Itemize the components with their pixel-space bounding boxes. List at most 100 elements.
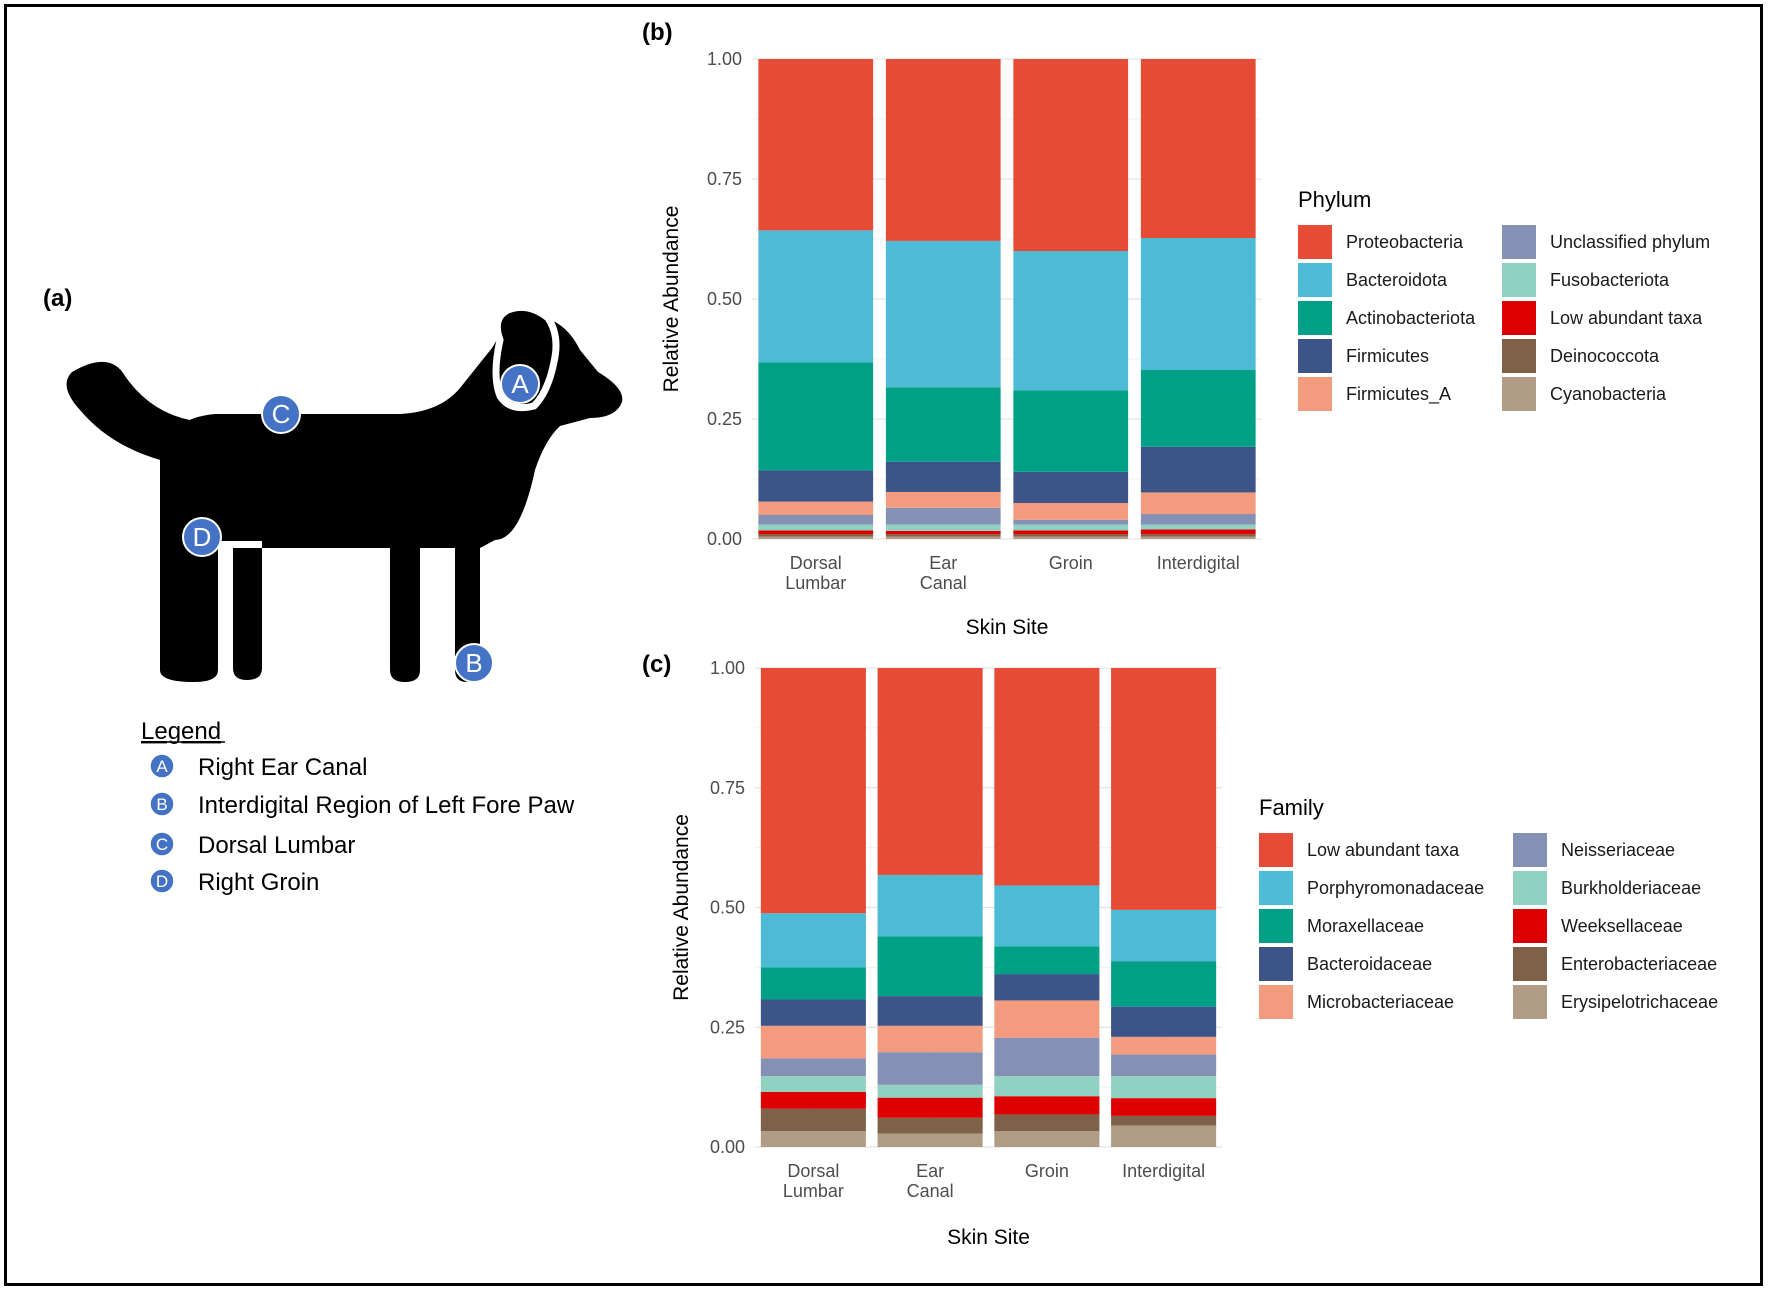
bar-segment xyxy=(1140,59,1256,239)
legend-item: Neisseriaceae xyxy=(1513,833,1675,867)
bar-segment xyxy=(994,974,1100,1001)
legend-label: Firmicutes_A xyxy=(1346,384,1451,405)
legend-swatch xyxy=(1502,263,1536,297)
dog-legend-item-d: D Right Groin xyxy=(149,868,319,896)
badge-letter: C xyxy=(272,399,291,429)
bar-segment xyxy=(877,1084,983,1098)
dog-legend-badge-letter: B xyxy=(156,795,167,814)
legend-item: Low abundant taxa xyxy=(1502,301,1703,335)
legend-swatch xyxy=(1502,377,1536,411)
bar-segment xyxy=(1111,1054,1217,1077)
bar-segment xyxy=(760,967,866,1000)
phylum-chart: 0.00 0.25 0.50 0.75 1.00 Dorsal Lumbar Ear Canal… xyxy=(660,49,1710,639)
bar-segment xyxy=(760,1091,866,1109)
y-tick-label: 1.00 xyxy=(707,49,742,69)
legend: Phylum Proteobacteria Bacteroidota Actinoba… xyxy=(1298,187,1710,411)
bar-segment xyxy=(758,515,874,525)
badge-letter: A xyxy=(511,369,529,399)
bar-segment xyxy=(885,524,1001,531)
dog-legend-badge xyxy=(149,753,175,779)
bars xyxy=(758,59,1256,539)
bar-segment xyxy=(758,230,874,363)
x-tick-label: Groin xyxy=(1025,1161,1069,1181)
bar-segment xyxy=(885,534,1001,537)
y-tick-label: 0.25 xyxy=(707,409,742,429)
x-axis-title: Skin Site xyxy=(947,1226,1030,1249)
x-tick-label: Dorsal Lumbar xyxy=(783,1161,844,1201)
legend-item: Firmicutes xyxy=(1298,339,1429,373)
legend-swatch xyxy=(1298,225,1332,259)
dog-legend-label: Dorsal Lumbar xyxy=(198,832,355,859)
legend-item: Weeksellaceae xyxy=(1513,909,1683,943)
badge-b: B xyxy=(454,643,494,683)
legend-swatch xyxy=(1259,871,1293,905)
dog-legend-label: Interdigital Region of Left Fore Paw xyxy=(198,792,575,819)
y-tick-label: 0.75 xyxy=(710,778,745,798)
bar-segment xyxy=(1111,1006,1217,1037)
legend-item: Actinobacteriota xyxy=(1298,301,1476,335)
legend-label: Erysipelotrichaceae xyxy=(1561,992,1718,1012)
bar-segment xyxy=(1140,370,1256,447)
legend-title: Phylum xyxy=(1298,187,1371,212)
badge-a: A xyxy=(500,364,540,404)
legend-item: Erysipelotrichaceae xyxy=(1513,985,1718,1019)
dog-legend-item-b: B Interdigital Region of Left Fore Paw xyxy=(149,791,575,819)
legend-label: Cyanobacteria xyxy=(1550,384,1667,404)
badge-c: C xyxy=(261,394,301,434)
bar-segment xyxy=(760,1076,866,1092)
bar-segment xyxy=(885,491,1001,508)
legend-swatch xyxy=(1259,833,1293,867)
legend-label: Bacteroidota xyxy=(1346,270,1448,290)
dog-leg-gap xyxy=(218,541,262,548)
legend-label: Low abundant taxa xyxy=(1307,840,1460,860)
bar-segment xyxy=(758,530,874,535)
bar-segment xyxy=(1013,519,1129,525)
bar-segment xyxy=(877,874,983,937)
bar-segment xyxy=(758,59,874,231)
bar-segment xyxy=(994,1076,1100,1097)
bar-segment xyxy=(1140,536,1256,539)
x-tick-label: Interdigital xyxy=(1157,553,1240,573)
badge-d: D xyxy=(182,517,222,557)
bar-segment xyxy=(1111,1125,1217,1147)
bar-segment xyxy=(1140,534,1256,537)
legend-item: Burkholderiaceae xyxy=(1513,871,1701,905)
bar-segment xyxy=(994,1000,1100,1038)
dog-legend-title: Legend xyxy=(141,718,221,745)
legend-item: Fusobacteriota xyxy=(1502,263,1670,297)
legend-item: Firmicutes_A xyxy=(1298,377,1451,411)
legend-swatch xyxy=(1298,377,1332,411)
x-tick-label: Interdigital xyxy=(1122,1161,1205,1181)
bar-segment xyxy=(1013,251,1129,391)
legend-swatch xyxy=(1502,301,1536,335)
legend-label: Moraxellaceae xyxy=(1307,916,1424,936)
dog-legend-item-c: C Dorsal Lumbar xyxy=(149,831,355,859)
legend-swatch xyxy=(1502,339,1536,373)
bar-segment xyxy=(758,536,874,539)
badge-circle xyxy=(182,517,222,557)
bar-segment xyxy=(994,1096,1100,1115)
bar-segment xyxy=(1111,961,1217,1007)
bar-segment xyxy=(877,1025,983,1053)
legend-label: Enterobacteriaceae xyxy=(1561,954,1717,974)
x-tick-label: Groin xyxy=(1049,553,1093,573)
bar-segment xyxy=(1013,536,1129,539)
bar-segment xyxy=(994,1131,1100,1147)
legend-label: Unclassified phylum xyxy=(1550,232,1710,252)
bar-segment xyxy=(877,996,983,1026)
bar-segment xyxy=(885,461,1001,492)
x-tick-label: Ear Canal xyxy=(920,553,967,593)
bar-segment xyxy=(1013,530,1129,535)
bar-segment xyxy=(758,501,874,515)
legend-item: Bacteroidota xyxy=(1298,263,1448,297)
bar-segment xyxy=(1140,524,1256,530)
bar-segment xyxy=(1013,524,1129,531)
y-tick-label: 0.25 xyxy=(710,1017,745,1037)
legend-label: Firmicutes xyxy=(1346,346,1429,366)
y-tick-label: 0.50 xyxy=(710,898,745,918)
bar-segment xyxy=(758,362,874,471)
bar-segment xyxy=(1111,1036,1217,1055)
bar-segment xyxy=(760,913,866,968)
bar-segment xyxy=(1111,668,1217,910)
legend-item: Cyanobacteria xyxy=(1502,377,1667,411)
